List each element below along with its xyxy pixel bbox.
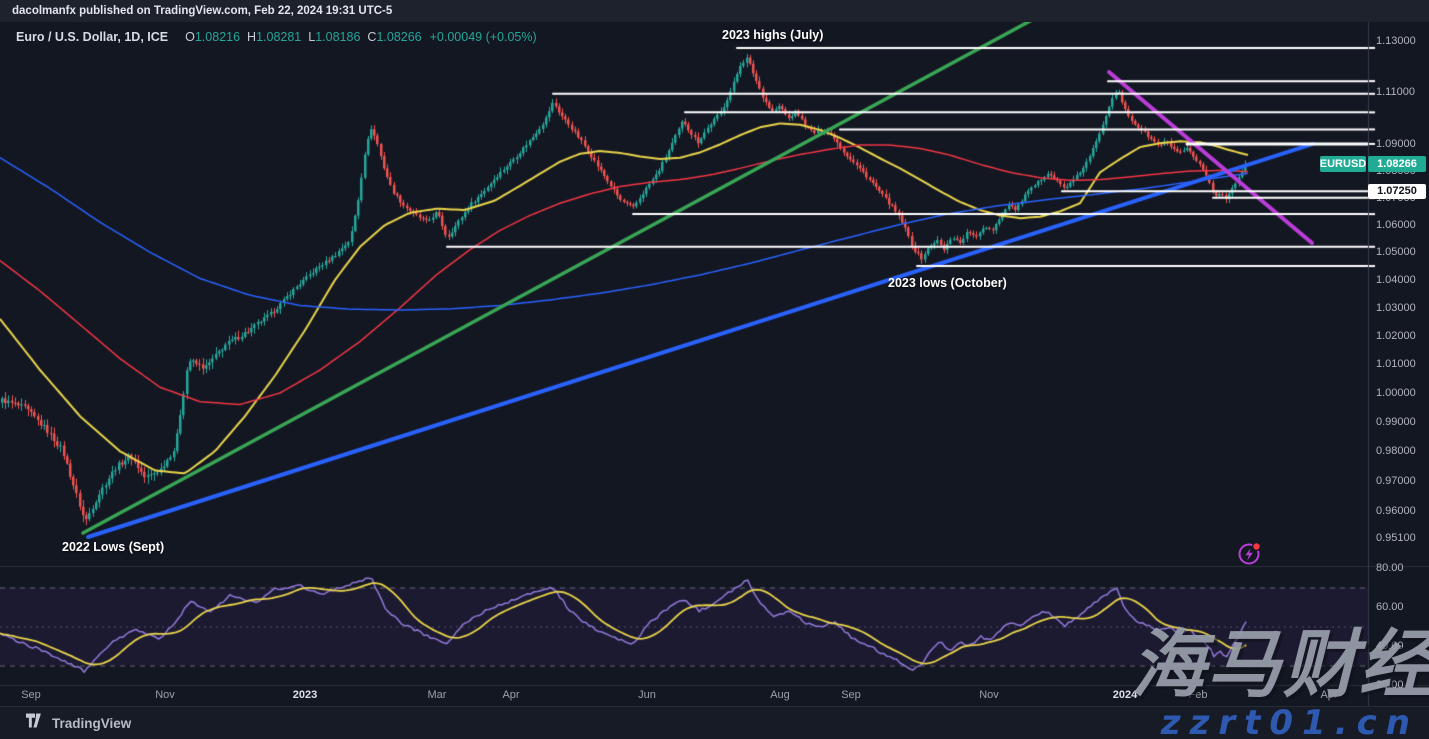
footer-bar: TradingView — [0, 706, 1429, 739]
close-label: C — [367, 30, 377, 44]
change-value: +0.00049 (+0.05%) — [429, 30, 537, 44]
price-tick: 1.04000 — [1376, 273, 1416, 286]
time-tick: Sep — [21, 689, 41, 701]
time-tick: Apr — [1320, 689, 1338, 701]
price-tick: 0.96000 — [1376, 504, 1416, 517]
low-value: 1.08186 — [315, 30, 361, 44]
low-label: L — [308, 30, 316, 44]
price-tick: 0.99000 — [1376, 415, 1416, 428]
time-tick: Nov — [979, 689, 999, 701]
open-value: 1.08216 — [194, 30, 241, 44]
close-value: 1.08266 — [376, 30, 422, 44]
high-value: 1.08281 — [256, 30, 302, 44]
chart-legend[interactable]: Euro / U.S. Dollar, 1D, ICE O1.08216 H1.08… — [16, 30, 537, 44]
lightning-icon[interactable] — [1237, 540, 1263, 566]
time-tick: Apr — [502, 689, 520, 701]
time-tick: Nov — [155, 689, 175, 701]
time-tick: Feb — [1188, 689, 1208, 701]
price-tick: 1.06000 — [1376, 218, 1416, 231]
price-tick: 1.00000 — [1376, 387, 1416, 399]
last-price-badge: 1.08266 — [1368, 155, 1426, 172]
price-tick: 1.05000 — [1376, 246, 1416, 259]
candlestick-chart-canvas[interactable] — [0, 22, 1429, 706]
open-label: O — [185, 30, 195, 44]
price-tick: 1.02000 — [1376, 329, 1416, 342]
price-tick: 0.98000 — [1376, 445, 1416, 458]
level-price-badge: 1.07250 — [1368, 183, 1426, 199]
last-price-symbol-badge: EURUSD — [1319, 155, 1367, 172]
chart-annotation[interactable]: 2023 lows (October) — [888, 276, 1007, 290]
chart-area[interactable]: Euro / U.S. Dollar, 1D, ICE O1.08216 H1.08… — [0, 22, 1429, 706]
chart-annotation[interactable]: 2023 highs (July) — [722, 28, 824, 42]
time-tick: Mar — [427, 689, 447, 701]
rsi-tick: 20.00 — [1376, 679, 1404, 691]
rsi-tick: 40.00 — [1376, 640, 1404, 652]
time-tick: 2023 — [292, 689, 318, 701]
price-tick: 0.97000 — [1376, 474, 1416, 487]
tradingview-brand-text[interactable]: TradingView — [52, 715, 132, 731]
price-tick: 1.09000 — [1376, 138, 1416, 151]
symbol-title[interactable]: Euro / U.S. Dollar, 1D, ICE — [16, 30, 169, 44]
price-tick: 1.01000 — [1376, 358, 1416, 371]
chart-annotation[interactable]: 2022 Lows (Sept) — [62, 540, 165, 554]
price-tick: 0.95100 — [1376, 531, 1416, 544]
time-tick: 2024 — [1112, 689, 1138, 701]
rsi-tick: 80.00 — [1376, 562, 1404, 574]
time-tick: Sep — [841, 689, 861, 701]
rsi-tick: 60.00 — [1376, 601, 1404, 613]
time-tick: Aug — [770, 689, 790, 701]
price-tick: 1.11000 — [1376, 86, 1415, 99]
price-tick: 1.03000 — [1376, 301, 1416, 314]
publish-bar: dacolmanfx published on TradingView.com,… — [0, 0, 1429, 22]
price-tick: 1.13000 — [1376, 34, 1416, 47]
publish-text: dacolmanfx published on TradingView.com,… — [12, 5, 393, 17]
tradingview-logo-icon[interactable] — [26, 713, 45, 733]
time-tick: Jun — [638, 689, 656, 701]
high-label: H — [247, 30, 257, 44]
